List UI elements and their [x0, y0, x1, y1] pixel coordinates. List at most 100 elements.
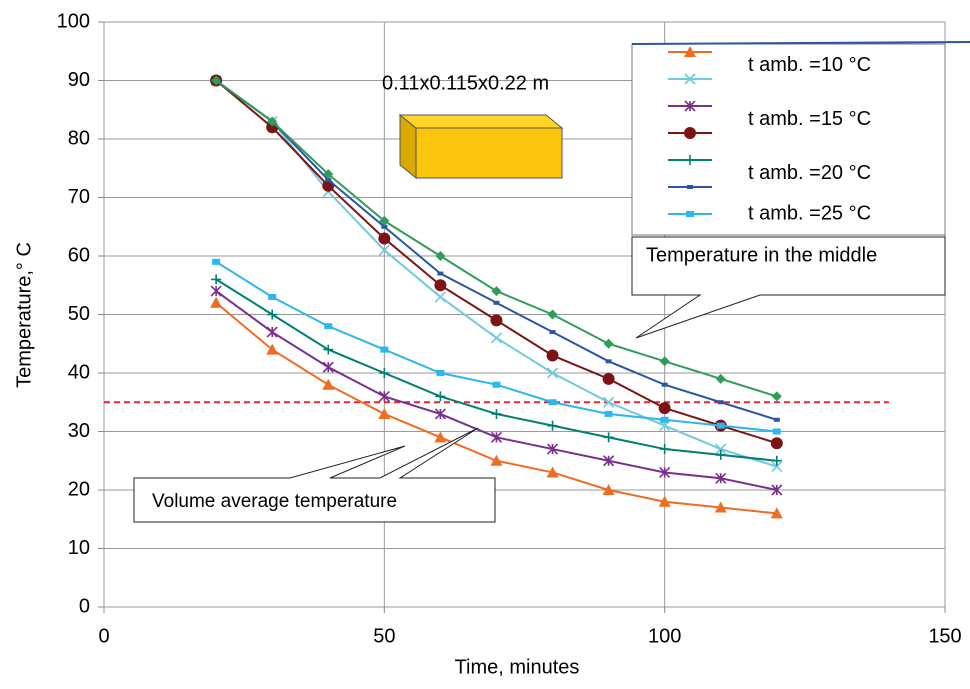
marker	[717, 400, 724, 405]
marker	[210, 296, 223, 308]
series-layer	[210, 74, 783, 519]
y-tick-label: 10	[68, 537, 90, 559]
marker	[437, 271, 444, 276]
legend-top	[631, 41, 970, 45]
marker	[211, 274, 222, 285]
marker	[267, 309, 278, 320]
callout-middle	[631, 236, 946, 339]
x-tick-label: 0	[98, 625, 109, 647]
marker	[716, 422, 725, 429]
x-tick-label: 100	[648, 625, 681, 647]
marker	[660, 416, 669, 423]
marker	[491, 408, 502, 419]
legend-label: t amb. =25 °C	[748, 202, 871, 224]
marker	[492, 381, 501, 388]
marker	[378, 232, 391, 245]
marker	[715, 373, 726, 384]
marker	[435, 391, 446, 402]
callout-middle-label: Temperature in the middle	[646, 244, 877, 266]
marker	[603, 432, 614, 443]
y-tick-label: 30	[68, 420, 90, 442]
marker	[659, 466, 671, 479]
y-tick-label: 50	[68, 303, 90, 325]
marker	[772, 428, 781, 435]
marker	[211, 75, 222, 86]
marker	[547, 420, 558, 431]
marker	[268, 293, 277, 300]
marker	[434, 408, 446, 420]
marker	[685, 155, 695, 165]
marker	[266, 343, 279, 355]
marker	[324, 323, 333, 330]
marker	[602, 372, 615, 385]
y-tick-label: 20	[68, 478, 90, 500]
marker	[771, 455, 782, 466]
marker	[548, 399, 557, 406]
marker	[687, 185, 693, 189]
marker	[715, 449, 726, 460]
y-tick-label: 70	[68, 186, 90, 208]
marker	[658, 402, 671, 415]
marker	[434, 279, 447, 292]
marker	[684, 46, 696, 57]
marker	[661, 382, 668, 387]
marker	[378, 390, 390, 402]
marker	[771, 391, 782, 402]
marker	[546, 443, 559, 455]
legend-box	[631, 43, 946, 236]
marker	[378, 407, 391, 419]
marker	[490, 431, 503, 443]
marker	[210, 285, 222, 297]
marker	[770, 437, 783, 450]
legend-label: t amb. =20 °C	[748, 162, 871, 184]
marker	[379, 368, 390, 378]
legend-label: t amb. =15 °C	[748, 108, 871, 130]
y-tick-label: 80	[68, 127, 90, 149]
marker	[603, 396, 615, 408]
marker	[493, 300, 500, 305]
marker	[490, 314, 503, 327]
marker	[323, 169, 334, 180]
marker	[603, 338, 614, 349]
y-tick-label: 100	[57, 10, 90, 32]
marker	[380, 346, 389, 353]
y-tick-label: 40	[68, 361, 90, 383]
y-tick-label: 90	[68, 69, 90, 91]
y-tick-label: 60	[68, 244, 90, 266]
marker	[658, 495, 671, 507]
marker	[212, 258, 221, 265]
marker	[434, 431, 447, 443]
marker	[604, 410, 613, 417]
box-label: 0.11x0.115x0.22 m	[382, 72, 549, 94]
marker	[546, 466, 559, 478]
marker	[659, 444, 670, 455]
marker	[684, 100, 696, 112]
marker	[323, 344, 334, 355]
marker	[715, 472, 727, 484]
marker	[771, 484, 783, 496]
marker	[490, 332, 503, 344]
marker	[546, 349, 559, 362]
marker	[434, 291, 446, 303]
marker	[770, 507, 783, 519]
marker	[436, 370, 445, 376]
marker	[546, 367, 559, 379]
marker	[771, 461, 783, 473]
callout-volume	[133, 427, 496, 523]
marker	[549, 330, 556, 335]
y-tick-label: 0	[79, 595, 90, 617]
marker	[322, 361, 334, 373]
marker	[684, 73, 696, 85]
marker	[603, 455, 615, 467]
marker	[325, 177, 332, 182]
y-axis-title: Temperature,° C	[13, 242, 35, 388]
legend-label: t amb. =10 °C	[748, 54, 871, 76]
x-axis-title: Time, minutes	[455, 656, 580, 678]
marker	[659, 356, 670, 367]
marker	[490, 454, 503, 466]
marker	[322, 378, 335, 390]
marker	[378, 244, 390, 256]
marker	[381, 224, 388, 229]
marker	[714, 501, 727, 513]
